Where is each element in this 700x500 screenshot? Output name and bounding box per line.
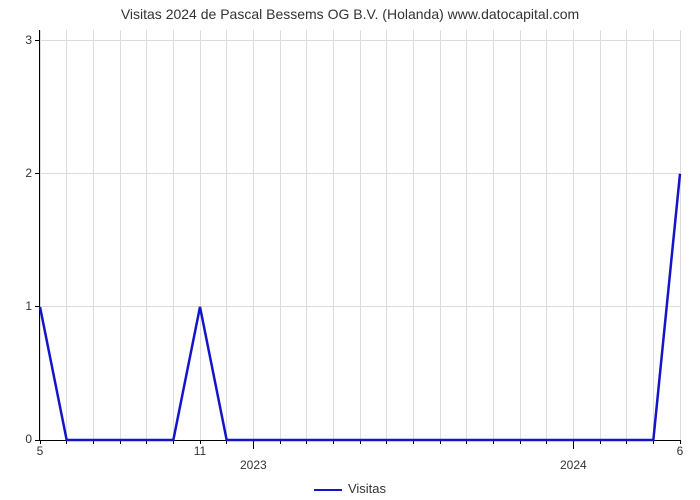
- x-tick-label: 11: [194, 444, 206, 458]
- legend-label: Visitas: [348, 481, 386, 496]
- chart-title: Visitas 2024 de Pascal Bessems OG B.V. (…: [0, 6, 700, 22]
- series-line: [40, 30, 680, 440]
- y-tick-label: 0: [0, 432, 32, 446]
- x-major-label: 2024: [560, 458, 587, 472]
- x-major-tick-mark: [573, 440, 574, 449]
- legend: Visitas: [0, 481, 700, 496]
- y-tick-label: 1: [0, 299, 32, 313]
- plot-area: [40, 30, 680, 440]
- x-major-tick-mark: [253, 440, 254, 449]
- legend-swatch: [314, 489, 342, 491]
- y-tick-label: 2: [0, 166, 32, 180]
- chart-container: { "chart": { "type": "line", "title": "V…: [0, 0, 700, 500]
- x-major-label: 2023: [240, 458, 267, 472]
- y-tick-label: 3: [0, 33, 32, 47]
- x-tick-label: 6: [677, 444, 684, 458]
- x-tick-label: 5: [37, 444, 44, 458]
